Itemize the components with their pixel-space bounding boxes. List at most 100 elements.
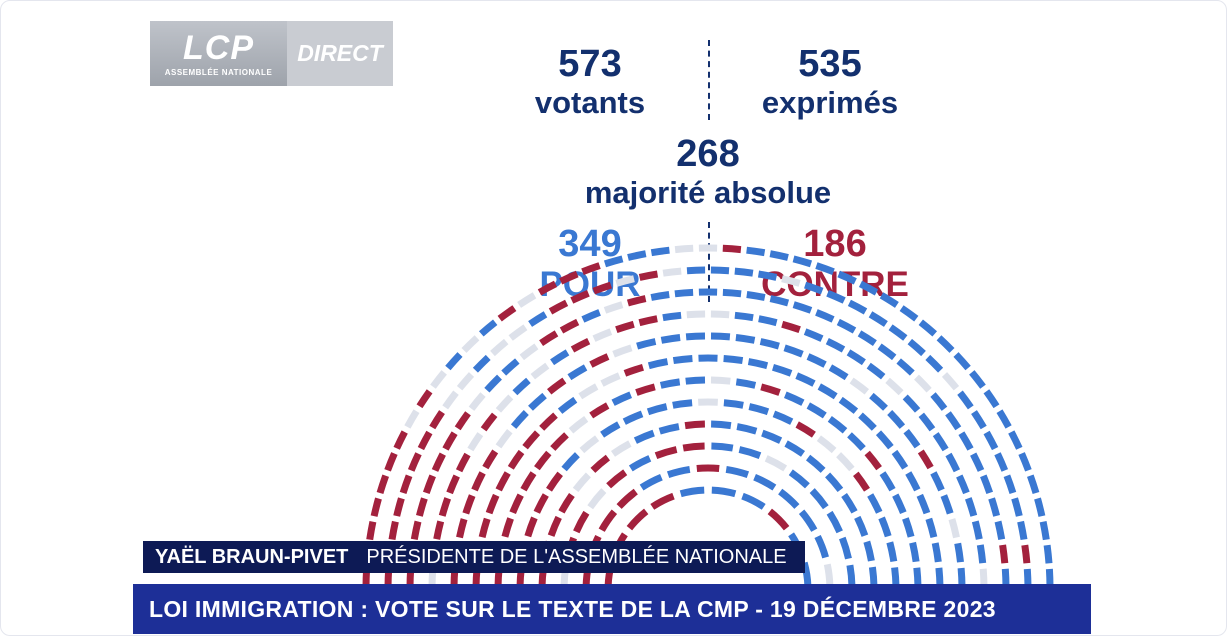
seat <box>384 452 398 472</box>
channel-logo: LCP ASSEMBLÉE NATIONALE DIRECT <box>150 21 393 86</box>
seat <box>825 472 844 493</box>
seat <box>519 343 539 361</box>
seat <box>627 250 647 261</box>
exprimes-label: exprimés <box>761 85 899 120</box>
seat <box>723 355 744 365</box>
seat <box>710 376 731 385</box>
seat <box>769 250 789 261</box>
seat <box>836 318 857 334</box>
seat <box>948 518 960 539</box>
seat <box>710 420 732 430</box>
seat <box>612 344 633 358</box>
seat <box>826 289 846 304</box>
seat <box>416 389 433 409</box>
seat <box>592 281 612 295</box>
seat <box>994 520 1006 541</box>
seat <box>827 416 848 434</box>
seat <box>679 486 705 498</box>
seat <box>404 409 420 429</box>
seat <box>907 338 926 357</box>
seat <box>760 383 781 396</box>
seat <box>399 474 413 494</box>
seat <box>854 515 869 537</box>
seat <box>429 410 445 430</box>
seat <box>501 358 520 376</box>
seat <box>484 374 502 393</box>
seat <box>781 320 801 334</box>
seat <box>1043 544 1053 564</box>
seat <box>758 315 778 327</box>
top-divider <box>708 40 710 120</box>
seat <box>772 410 794 425</box>
seat <box>905 471 921 492</box>
seat <box>570 289 590 304</box>
seat <box>1011 497 1023 517</box>
seat <box>550 432 569 451</box>
seat <box>838 396 859 414</box>
seat <box>534 450 552 471</box>
logo-subtitle: ASSEMBLÉE NATIONALE <box>164 67 273 77</box>
seat <box>659 378 681 389</box>
seat <box>891 449 909 470</box>
seat <box>857 330 877 347</box>
seat <box>467 432 484 452</box>
seat <box>615 275 635 287</box>
seat <box>918 412 936 432</box>
seat <box>647 358 669 370</box>
seat <box>490 338 509 357</box>
seat <box>892 493 907 515</box>
seat <box>828 364 849 381</box>
seat <box>917 449 934 470</box>
seat <box>636 338 657 350</box>
seat <box>482 449 499 470</box>
logo-brand: LCP <box>183 28 254 67</box>
seat <box>735 378 757 389</box>
headline-text: LOI IMMIGRATION : VOTE SUR LE TEXTE DE L… <box>149 595 996 622</box>
seat <box>445 352 463 371</box>
seat <box>869 392 888 411</box>
seat <box>764 455 788 472</box>
seat <box>925 354 944 373</box>
seat <box>839 536 852 560</box>
seat <box>674 244 694 254</box>
seat <box>781 275 801 287</box>
seat <box>508 324 528 341</box>
seat <box>603 255 624 268</box>
seat <box>570 337 591 353</box>
seat <box>788 469 810 489</box>
seat <box>723 399 744 409</box>
seat <box>983 389 1000 409</box>
seat <box>757 270 778 281</box>
seat <box>886 541 898 562</box>
seat <box>916 493 931 515</box>
seat <box>558 492 575 514</box>
seat <box>804 281 824 295</box>
seat <box>589 402 610 419</box>
seat <box>722 288 742 298</box>
seat <box>509 493 524 515</box>
seat <box>725 465 750 479</box>
seat <box>633 429 655 444</box>
seat <box>783 391 805 406</box>
seat <box>638 270 659 281</box>
seat <box>539 412 558 431</box>
live-badge: DIRECT <box>287 21 393 86</box>
seat <box>734 311 754 322</box>
seat <box>610 440 632 457</box>
votants-stat: 573 votants <box>520 45 660 118</box>
seat <box>600 421 621 438</box>
seat <box>878 516 892 538</box>
seat <box>528 311 548 327</box>
seat <box>909 541 920 563</box>
seat <box>581 309 601 323</box>
seat <box>507 449 525 470</box>
seat <box>877 343 897 361</box>
seat <box>867 493 883 514</box>
contre-value: 186 <box>803 223 867 265</box>
seat <box>410 520 422 541</box>
seat <box>468 392 486 411</box>
seat <box>606 469 628 489</box>
seat <box>603 301 624 314</box>
seat <box>592 328 613 342</box>
seat <box>837 270 857 285</box>
